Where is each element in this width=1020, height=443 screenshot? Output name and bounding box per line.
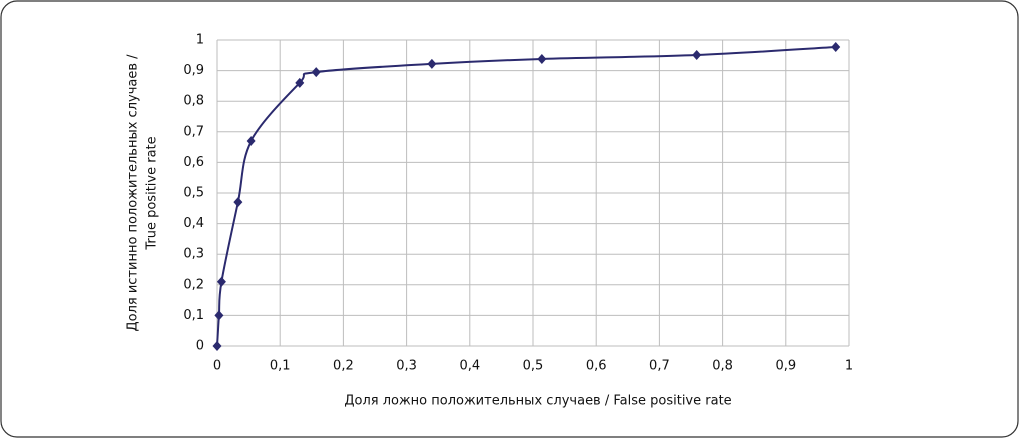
y-tick-label: 0,3 bbox=[183, 247, 204, 262]
marker bbox=[537, 53, 547, 64]
y-tick-label: 0,5 bbox=[183, 186, 204, 201]
x-tick-label: 0,3 bbox=[396, 359, 417, 374]
y-tick-label: 0,9 bbox=[183, 63, 204, 78]
y-tick-label: 0,8 bbox=[183, 94, 204, 109]
y-tick-label: 0,7 bbox=[183, 124, 204, 139]
x-tick-label: 0,4 bbox=[459, 359, 480, 374]
marker bbox=[214, 310, 224, 321]
marker bbox=[295, 77, 305, 88]
marker bbox=[692, 49, 702, 60]
x-axis-label: Доля ложно положительных случаев / False… bbox=[344, 394, 731, 409]
x-tick-label: 0,9 bbox=[775, 359, 796, 374]
x-tick-label: 0,5 bbox=[523, 359, 544, 374]
y-tick-label: 0,4 bbox=[183, 216, 204, 231]
y-tick-label: 0 bbox=[196, 339, 204, 354]
marker bbox=[311, 67, 321, 78]
y-tick-label: 1 bbox=[196, 33, 204, 48]
marker bbox=[212, 341, 222, 351]
x-tick-label: 0,7 bbox=[649, 359, 670, 374]
marker bbox=[216, 276, 226, 287]
y-tick-label: 0,2 bbox=[183, 277, 204, 292]
y-axis-label: True positive rate bbox=[145, 136, 160, 250]
marker bbox=[233, 197, 243, 208]
y-tick-label: 0,6 bbox=[183, 155, 204, 170]
marker bbox=[246, 135, 256, 146]
marker bbox=[831, 42, 841, 53]
x-tick-label: 0,2 bbox=[333, 359, 354, 374]
y-tick-label: 0,1 bbox=[183, 308, 204, 323]
x-tick-label: 1 bbox=[845, 359, 853, 374]
x-tick-label: 0 bbox=[213, 359, 221, 374]
x-tick-label: 0,8 bbox=[712, 359, 733, 374]
y-axis-label: Доля истинно положительных случаев / bbox=[126, 54, 141, 332]
x-tick-label: 0,1 bbox=[270, 359, 291, 374]
x-tick-label: 0,6 bbox=[586, 359, 607, 374]
marker bbox=[427, 58, 437, 69]
